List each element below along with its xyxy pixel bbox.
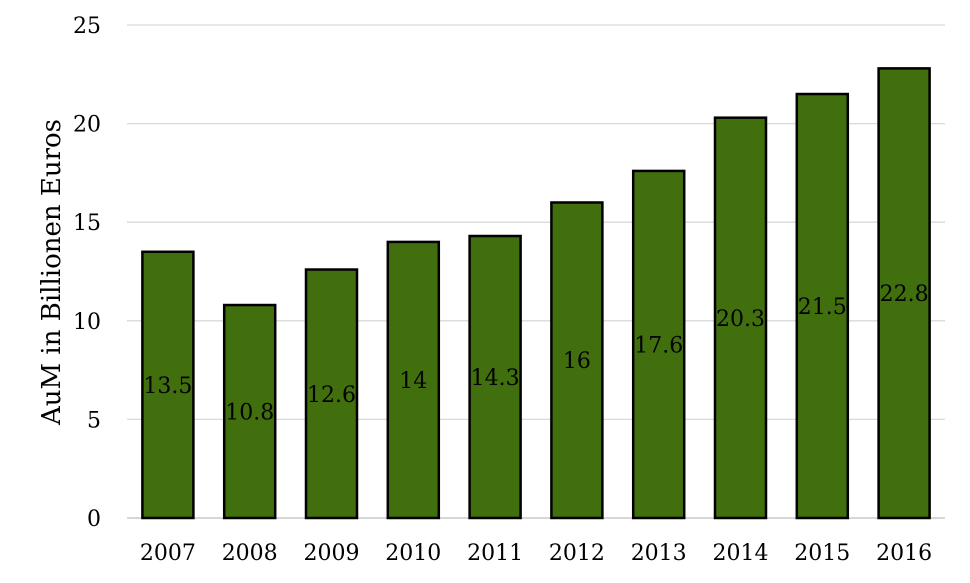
x-tick-label: 2016 [876, 541, 932, 566]
y-tick-label: 10 [73, 310, 101, 335]
data-label-2013: 17.6 [634, 333, 683, 358]
bar-2014 [713, 116, 768, 520]
x-tick-label: 2007 [140, 541, 196, 566]
y-tick-label: 25 [73, 14, 101, 39]
bar-2007 [141, 250, 195, 520]
x-tick-label: 2013 [631, 541, 687, 566]
x-tick-label: 2015 [794, 541, 850, 566]
data-label-2007: 13.5 [143, 374, 192, 399]
bar-2012 [550, 201, 604, 520]
y-tick-label: 5 [87, 408, 101, 433]
bar-2008 [222, 303, 277, 520]
bar-2010 [386, 240, 441, 520]
bar-2009 [304, 268, 359, 520]
x-tick-label: 2009 [304, 541, 360, 566]
x-tick-label: 2011 [467, 541, 523, 566]
y-axis-title: AuM in Billionen Euros [37, 119, 67, 426]
data-label-2009: 12.6 [307, 383, 356, 408]
data-label-2012: 16 [563, 349, 591, 374]
bar-2013 [631, 169, 686, 520]
x-tick-label: 2014 [713, 541, 769, 566]
y-axis-ticks: 0 5 10 15 20 25 [73, 14, 101, 532]
y-tick-label: 20 [73, 113, 101, 138]
bars: 13.5 10.8 12.6 14 14.3 16 17.6 20.3 21.5 22.8 [141, 67, 931, 520]
data-label-2008: 10.8 [225, 401, 274, 426]
data-label-2010: 14 [399, 369, 427, 394]
y-tick-label: 0 [87, 507, 101, 532]
bar-2015 [795, 92, 850, 520]
x-tick-label: 2008 [222, 541, 278, 566]
bar-2016 [877, 67, 931, 520]
data-label-2014: 20.3 [716, 307, 765, 332]
bar-2011 [468, 234, 522, 520]
y-tick-label: 15 [73, 211, 101, 236]
x-tick-label: 2012 [549, 541, 605, 566]
data-label-2015: 21.5 [798, 295, 847, 320]
x-tick-label: 2010 [385, 541, 441, 566]
data-label-2011: 14.3 [471, 366, 520, 391]
data-label-2016: 22.8 [880, 282, 929, 307]
x-axis-ticks: 2007 2008 2009 2010 2011 2012 2013 2014 2015 2016 [140, 541, 932, 566]
